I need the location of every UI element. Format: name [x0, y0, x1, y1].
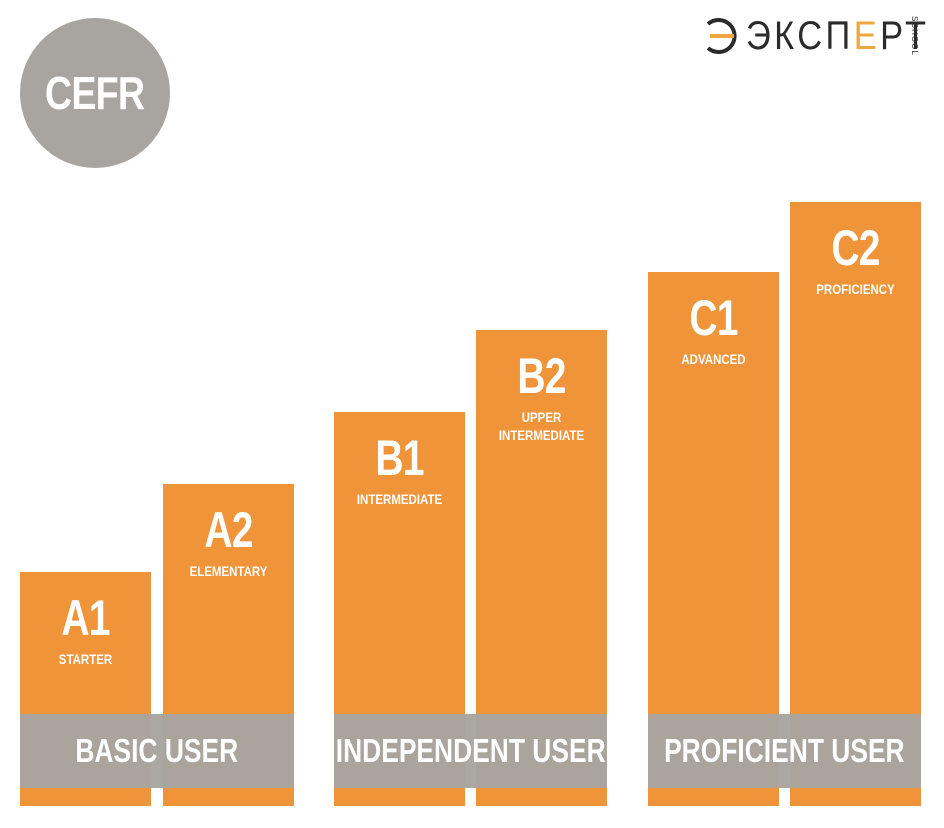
logo-school-text: SCHOOL [910, 16, 919, 56]
cefr-badge: CEFR [20, 18, 170, 168]
logo-e-mark-icon [706, 18, 737, 54]
level-code: B2 [517, 348, 566, 404]
level-code: A2 [204, 502, 253, 558]
level-description: INTERMEDIATE [356, 491, 443, 507]
logo-word-dark: ЭКСП [746, 14, 854, 58]
logo-word-accent: Е [853, 14, 881, 58]
group-band-independent-user: INDEPENDENT USER [334, 714, 607, 788]
ekspert-school-logo: ЭКСПЕРТ SCHOOL [704, 12, 934, 64]
level-bar-c2: C2 PROFICIENCY [790, 202, 921, 806]
group-label: PROFICIENT USER [664, 732, 905, 769]
group-label: BASIC USER [75, 732, 239, 769]
logo-word-rest: РТ [880, 14, 930, 58]
group-label: INDEPENDENT USER [335, 732, 606, 769]
logo-wordmark: ЭКСПЕРТ [746, 14, 929, 58]
level-code: C1 [689, 290, 738, 346]
level-code: A1 [61, 590, 110, 646]
level-description: STARTER [58, 651, 113, 667]
level-description: UPPER INTERMEDIATE [498, 409, 585, 443]
level-description: PROFICIENCY [816, 281, 895, 297]
level-code: C2 [831, 220, 880, 276]
cefr-badge-label: CEFR [45, 67, 145, 119]
level-description: ELEMENTARY [189, 563, 268, 579]
level-code: B1 [375, 430, 424, 486]
group-band-basic-user: BASIC USER [20, 714, 294, 788]
level-description: ADVANCED [681, 351, 746, 367]
group-band-proficient-user: PROFICIENT USER [648, 714, 921, 788]
